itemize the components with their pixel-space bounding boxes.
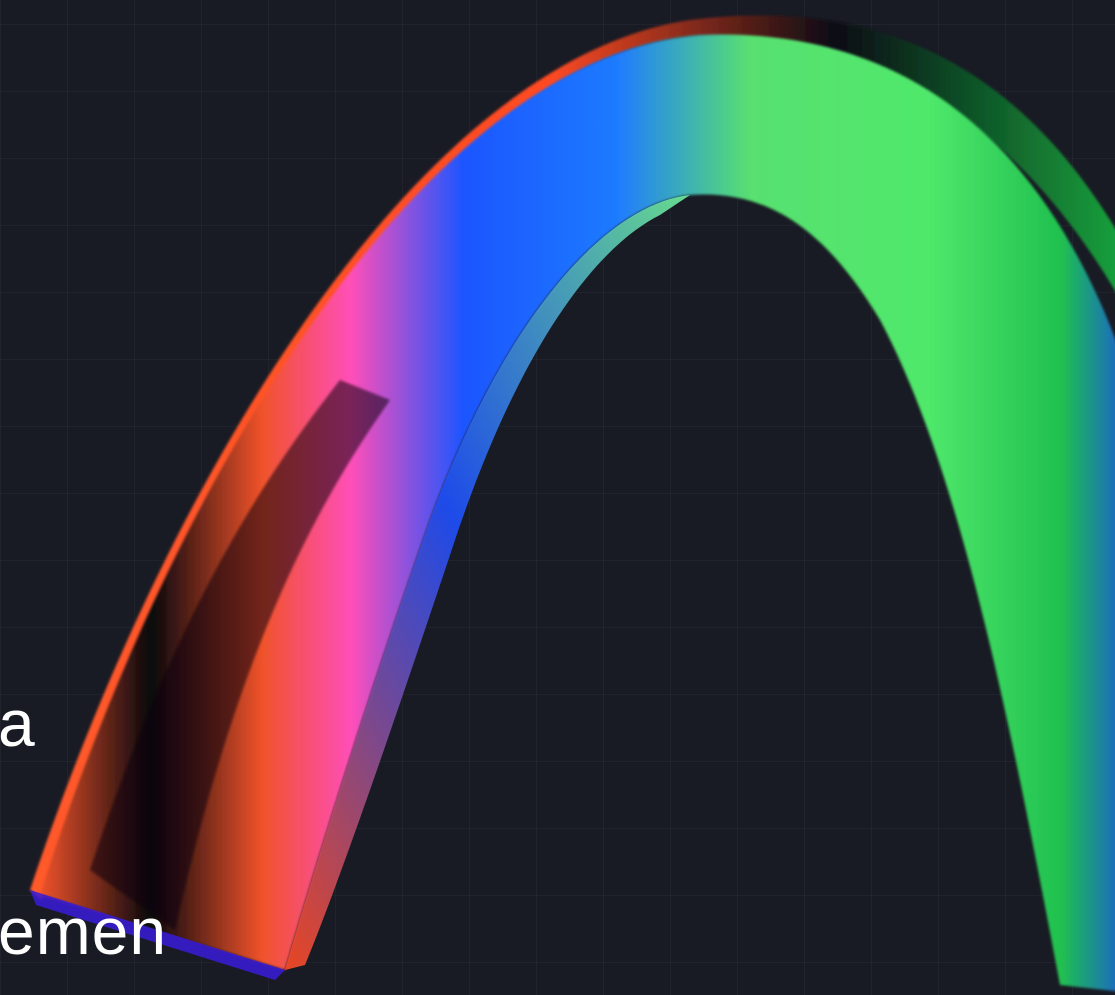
- hero-text-fragment: a: [0, 686, 36, 760]
- arch-outer-edge: [30, 15, 1115, 900]
- arch-shadow-streak: [90, 380, 390, 930]
- arch-end-cap: [30, 890, 285, 980]
- hero-text-fragment: emen: [0, 894, 168, 968]
- arch-body: [40, 34, 1115, 992]
- arch-inner-edge: [285, 195, 690, 970]
